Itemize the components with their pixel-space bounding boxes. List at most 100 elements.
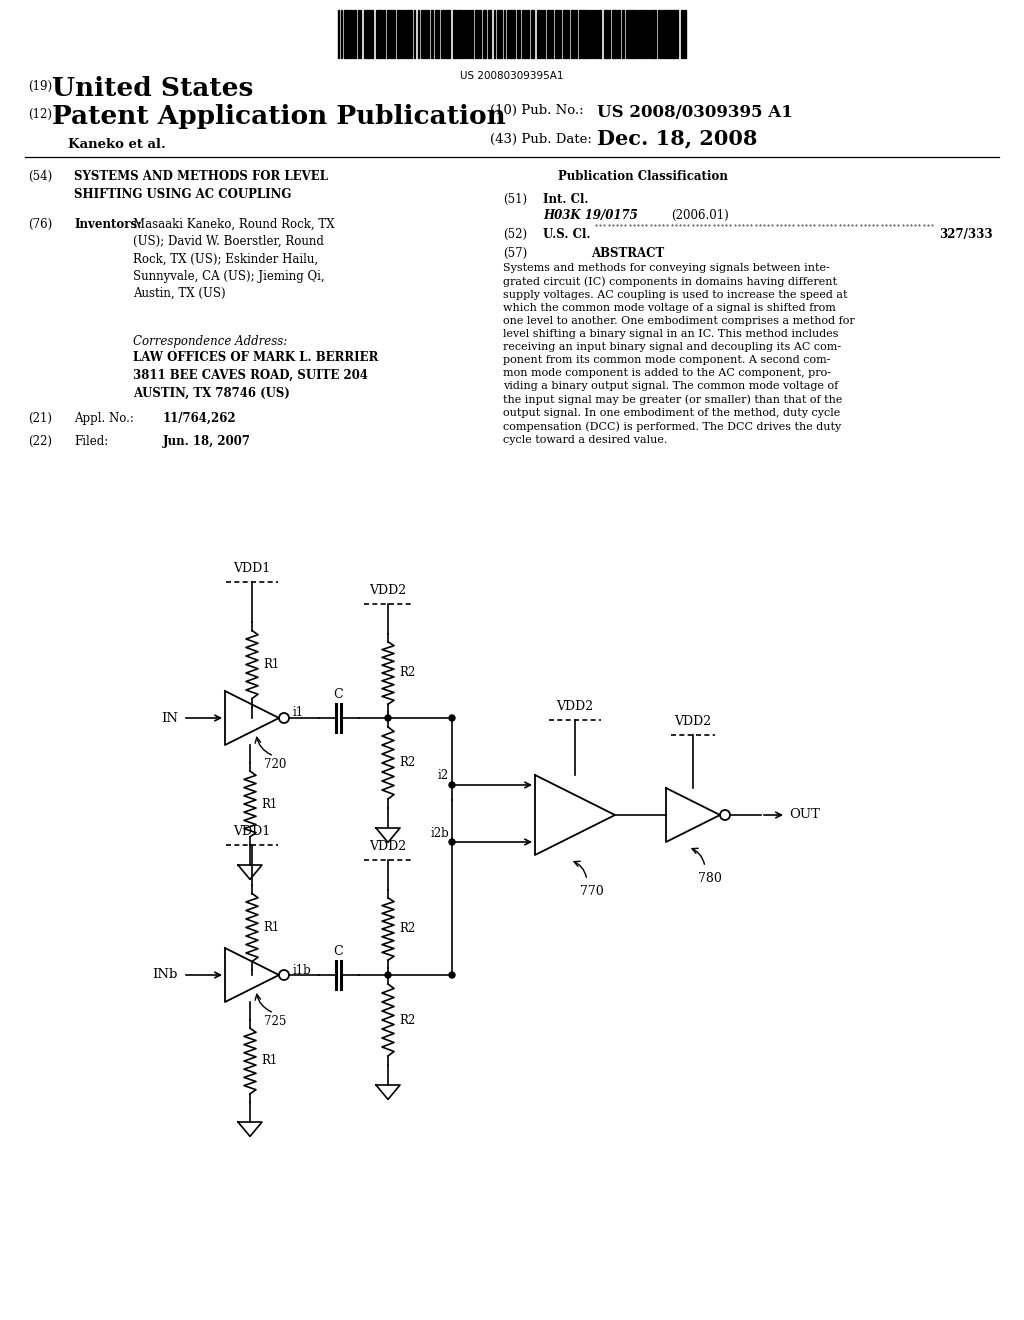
Bar bbox=[652, 11, 656, 58]
Bar bbox=[344, 11, 348, 58]
Circle shape bbox=[385, 715, 391, 721]
Text: R1: R1 bbox=[263, 921, 280, 935]
Text: SYSTEMS AND METHODS FOR LEVEL
SHIFTING USING AC COUPLING: SYSTEMS AND METHODS FOR LEVEL SHIFTING U… bbox=[74, 170, 328, 201]
Text: VDD1: VDD1 bbox=[233, 562, 270, 576]
Text: R2: R2 bbox=[399, 667, 416, 680]
Bar bbox=[622, 11, 624, 58]
Text: Int. Cl.: Int. Cl. bbox=[543, 193, 589, 206]
Text: ABSTRACT: ABSTRACT bbox=[592, 247, 665, 260]
Text: VDD2: VDD2 bbox=[556, 700, 594, 713]
Bar bbox=[681, 11, 683, 58]
Text: Patent Application Publication: Patent Application Publication bbox=[52, 104, 506, 129]
Bar bbox=[664, 11, 668, 58]
Text: (52): (52) bbox=[503, 228, 527, 242]
Text: Jun. 18, 2007: Jun. 18, 2007 bbox=[163, 436, 251, 447]
Text: (19): (19) bbox=[28, 81, 52, 92]
Bar bbox=[435, 11, 439, 58]
Bar bbox=[401, 11, 403, 58]
Bar bbox=[354, 11, 356, 58]
Text: R1: R1 bbox=[261, 1055, 278, 1068]
Bar bbox=[443, 11, 445, 58]
Bar bbox=[366, 11, 370, 58]
Bar bbox=[604, 11, 608, 58]
Bar bbox=[630, 11, 634, 58]
Bar bbox=[617, 11, 620, 58]
Text: (54): (54) bbox=[28, 170, 52, 183]
Bar bbox=[404, 11, 406, 58]
Text: Correspondence Address:: Correspondence Address: bbox=[133, 335, 288, 348]
Text: LAW OFFICES OF MARK L. BERRIER
3811 BEE CAVES ROAD, SUITE 204
AUSTIN, TX 78746 (: LAW OFFICES OF MARK L. BERRIER 3811 BEE … bbox=[133, 351, 379, 400]
Bar bbox=[563, 11, 567, 58]
Text: i1b: i1b bbox=[293, 964, 311, 977]
Text: 11/764,262: 11/764,262 bbox=[163, 412, 237, 425]
Circle shape bbox=[449, 972, 455, 978]
Text: Inventors:: Inventors: bbox=[74, 218, 141, 231]
Text: (2006.01): (2006.01) bbox=[671, 209, 729, 222]
Text: R2: R2 bbox=[399, 1014, 416, 1027]
Text: 327/333: 327/333 bbox=[939, 228, 992, 242]
Bar bbox=[571, 11, 574, 58]
Text: 780: 780 bbox=[698, 873, 722, 884]
Bar bbox=[547, 11, 550, 58]
Bar bbox=[423, 11, 425, 58]
Text: C: C bbox=[334, 688, 343, 701]
Bar bbox=[669, 11, 671, 58]
Bar bbox=[642, 11, 644, 58]
Bar bbox=[407, 11, 409, 58]
Text: H03K 19/0175: H03K 19/0175 bbox=[543, 209, 638, 222]
Text: R1: R1 bbox=[261, 797, 278, 810]
Bar bbox=[584, 11, 587, 58]
Text: (12): (12) bbox=[28, 108, 52, 121]
Bar bbox=[612, 11, 616, 58]
Circle shape bbox=[449, 715, 455, 721]
Bar bbox=[551, 11, 553, 58]
Text: R2: R2 bbox=[399, 756, 416, 770]
Text: (51): (51) bbox=[503, 193, 527, 206]
Text: (76): (76) bbox=[28, 218, 52, 231]
Bar bbox=[371, 11, 373, 58]
Bar bbox=[383, 11, 385, 58]
Bar bbox=[599, 11, 601, 58]
Text: U.S. Cl.: U.S. Cl. bbox=[543, 228, 591, 242]
Bar bbox=[645, 11, 647, 58]
Bar bbox=[410, 11, 412, 58]
Text: (57): (57) bbox=[503, 247, 527, 260]
Text: Publication Classification: Publication Classification bbox=[558, 170, 728, 183]
Text: C: C bbox=[334, 945, 343, 958]
Bar bbox=[479, 11, 481, 58]
Circle shape bbox=[385, 972, 391, 978]
Text: OUT: OUT bbox=[790, 808, 820, 821]
Text: i2b: i2b bbox=[430, 828, 449, 840]
Bar bbox=[531, 11, 534, 58]
Text: Systems and methods for conveying signals between inte-
grated circuit (IC) comp: Systems and methods for conveying signal… bbox=[503, 263, 855, 445]
Text: VDD2: VDD2 bbox=[370, 840, 407, 853]
Text: Appl. No.:: Appl. No.: bbox=[74, 412, 134, 425]
Bar bbox=[524, 11, 526, 58]
Bar bbox=[499, 11, 502, 58]
Bar bbox=[488, 11, 490, 58]
Bar bbox=[672, 11, 675, 58]
Text: R1: R1 bbox=[263, 657, 280, 671]
Bar bbox=[676, 11, 678, 58]
Text: i1: i1 bbox=[293, 706, 304, 719]
Bar bbox=[635, 11, 637, 58]
Bar bbox=[594, 11, 596, 58]
Circle shape bbox=[449, 781, 455, 788]
Circle shape bbox=[449, 840, 455, 845]
Bar bbox=[463, 11, 465, 58]
Bar bbox=[349, 11, 351, 58]
Bar bbox=[457, 11, 460, 58]
Bar bbox=[579, 11, 581, 58]
Bar bbox=[555, 11, 559, 58]
Bar bbox=[483, 11, 486, 58]
Text: Filed:: Filed: bbox=[74, 436, 109, 447]
Text: (43) Pub. Date:: (43) Pub. Date: bbox=[490, 133, 592, 147]
Text: VDD2: VDD2 bbox=[370, 583, 407, 597]
Text: VDD2: VDD2 bbox=[675, 715, 712, 729]
Text: United States: United States bbox=[52, 77, 253, 102]
Bar bbox=[453, 11, 456, 58]
Bar bbox=[397, 11, 400, 58]
Bar bbox=[575, 11, 577, 58]
Bar bbox=[378, 11, 382, 58]
Text: 720: 720 bbox=[264, 758, 287, 771]
